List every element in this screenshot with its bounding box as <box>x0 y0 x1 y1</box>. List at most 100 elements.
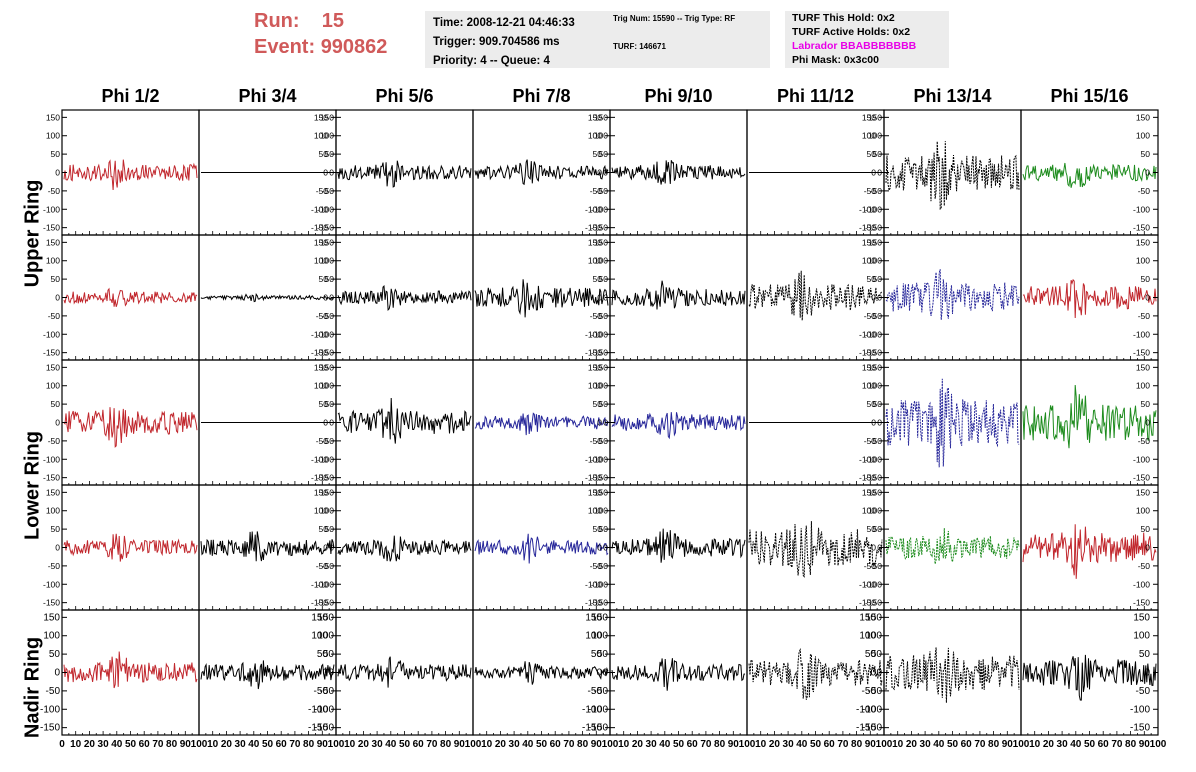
y-tick-label: -50 <box>322 561 335 571</box>
y-tick-label: 150 <box>314 112 328 122</box>
y-tick-label: 0 <box>1145 293 1150 303</box>
waveform-trace <box>611 658 746 691</box>
x-tick-label: 40 <box>659 739 671 750</box>
y-tick-label: -150 <box>588 723 608 734</box>
y-tick-label: -50 <box>1138 186 1151 196</box>
x-tick-label: 30 <box>783 739 795 750</box>
y-tick-label: 100 <box>43 631 60 642</box>
column-header-6: Phi 11/12 <box>776 86 855 106</box>
y-tick-label: -100 <box>1133 204 1150 214</box>
x-tick-label: 40 <box>248 739 260 750</box>
column-header-8: Phi 15/16 <box>1050 86 1129 106</box>
y-tick-label: 150 <box>1136 487 1150 497</box>
x-tick-label: 10 <box>344 739 356 750</box>
y-tick-label: -150 <box>1133 223 1150 233</box>
waveform-trace <box>748 521 883 578</box>
x-tick-label: 60 <box>687 739 699 750</box>
y-tick-label: -50 <box>596 311 609 321</box>
x-tick-label: 70 <box>1111 739 1123 750</box>
y-tick-label: -100 <box>591 329 608 339</box>
waveform-trace <box>63 533 198 562</box>
y-tick-label: 100 <box>46 506 60 516</box>
y-tick-label: -150 <box>865 473 882 483</box>
y-tick-label: -150 <box>311 473 328 483</box>
y-tick-label: 150 <box>862 487 876 497</box>
y-tick-label: -50 <box>864 186 877 196</box>
y-tick-label: 150 <box>859 612 876 623</box>
y-tick-label: 100 <box>594 381 608 391</box>
y-tick-label: 0 <box>877 293 882 303</box>
y-tick-label: -150 <box>585 223 602 233</box>
y-tick-label: 0 <box>54 668 60 679</box>
y-tick-label: 0 <box>603 168 608 178</box>
y-tick-label: 0 <box>597 168 602 178</box>
y-tick-label: 100 <box>314 381 328 391</box>
y-tick-label: -100 <box>585 204 602 214</box>
y-tick-label: 0 <box>328 668 334 679</box>
y-tick-label: -100 <box>856 704 876 715</box>
y-tick-label: 50 <box>873 524 883 534</box>
y-tick-label: -50 <box>588 686 603 697</box>
y-tick-label: 0 <box>603 418 608 428</box>
x-tick-label: 10 <box>70 739 82 750</box>
y-tick-label: -150 <box>591 348 608 358</box>
labrador-text: Labrador BBABBBBBBB <box>792 40 917 52</box>
y-tick-label: -100 <box>582 704 602 715</box>
y-tick-label: 0 <box>603 543 608 553</box>
y-tick-label: 100 <box>320 506 334 516</box>
event-value: 990862 <box>320 36 388 58</box>
y-tick-label: 150 <box>46 237 60 247</box>
y-tick-label: -50 <box>870 311 883 321</box>
y-tick-label: 150 <box>594 487 608 497</box>
panel-frame <box>883 359 1022 486</box>
y-tick-label: 100 <box>314 256 328 266</box>
y-tick-label: -100 <box>859 454 876 464</box>
y-tick-label: 50 <box>319 149 329 159</box>
waveform-trace <box>611 528 746 563</box>
y-tick-label: 0 <box>1145 418 1150 428</box>
y-tick-label: -50 <box>870 436 883 446</box>
turf-active-holds-text: TURF Active Holds: 0x2 <box>792 26 911 38</box>
y-tick-label: 0 <box>329 168 334 178</box>
x-tick-label: 100 <box>1150 739 1167 750</box>
run-label: Run: <box>254 10 300 32</box>
y-tick-label: -100 <box>311 329 328 339</box>
y-tick-label: 0 <box>871 543 876 553</box>
y-tick-label: 150 <box>1133 612 1150 623</box>
x-tick-label: 20 <box>632 739 644 750</box>
y-tick-label: 50 <box>51 524 61 534</box>
x-tick-label: 60 <box>276 739 288 750</box>
y-tick-label: 0 <box>323 293 328 303</box>
waveform-trace <box>337 656 472 688</box>
y-tick-label: -150 <box>865 348 882 358</box>
run-event-block: Run: 15 Event: 990862 <box>254 8 387 60</box>
x-tick-label: 100 <box>876 739 893 750</box>
y-tick-label: -100 <box>311 579 328 589</box>
y-tick-label: 150 <box>1136 362 1150 372</box>
y-tick-label: 50 <box>865 649 877 660</box>
y-tick-label: 100 <box>588 256 602 266</box>
y-tick-label: -150 <box>591 473 608 483</box>
x-tick-label: 30 <box>1057 739 1069 750</box>
x-tick-label: 40 <box>1070 739 1082 750</box>
waveform-trace <box>885 528 1020 565</box>
y-tick-label: 150 <box>862 362 876 372</box>
y-tick-label: -100 <box>859 579 876 589</box>
x-tick-label: 90 <box>317 739 329 750</box>
y-tick-label: -50 <box>1136 686 1151 697</box>
y-tick-label: -100 <box>585 454 602 464</box>
y-tick-label: 0 <box>870 668 876 679</box>
y-tick-label: 150 <box>868 487 882 497</box>
y-tick-label: 0 <box>323 168 328 178</box>
x-tick-label: 80 <box>440 739 452 750</box>
x-tick-label: 20 <box>495 739 507 750</box>
x-tick-label: 20 <box>769 739 781 750</box>
y-tick-label: -150 <box>585 598 602 608</box>
y-tick-label: 100 <box>311 631 328 642</box>
waveform-trace <box>337 535 472 562</box>
x-tick-label: 90 <box>1002 739 1014 750</box>
y-tick-label: -100 <box>591 579 608 589</box>
y-tick-label: -100 <box>585 579 602 589</box>
x-tick-label: 70 <box>974 739 986 750</box>
